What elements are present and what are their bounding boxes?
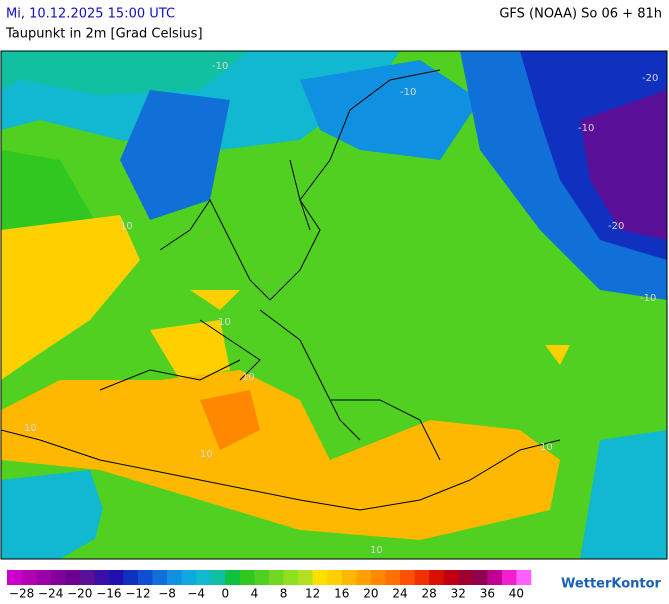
- legend-swatch: [181, 570, 197, 585]
- legend-tick-label: 28: [421, 587, 436, 601]
- legend-tick-label: −8: [158, 587, 176, 601]
- contour-label: 10: [24, 423, 37, 434]
- legend-tick-label: 40: [509, 587, 524, 601]
- legend-swatch: [36, 570, 51, 585]
- legend-tick-label: 36: [480, 587, 495, 601]
- legend-tick-label: 12: [305, 587, 320, 601]
- legend-swatch: [225, 570, 241, 585]
- contour-label: -10: [212, 61, 228, 72]
- legend-swatch: [21, 570, 37, 585]
- legend-tick-label: 24: [392, 587, 407, 601]
- legend-swatch: [327, 570, 343, 585]
- legend-swatch: [472, 570, 488, 585]
- legend-tick-label: 0: [222, 587, 230, 601]
- legend-tick-label: −12: [125, 587, 150, 601]
- legend-swatch: [239, 570, 255, 585]
- contour-label: -20: [608, 221, 624, 232]
- legend-tick-label: 8: [280, 587, 288, 601]
- contour-label: 10: [200, 449, 213, 460]
- legend-swatch: [254, 570, 270, 585]
- legend-tick-label: 16: [334, 587, 349, 601]
- legend-swatch: [312, 570, 328, 585]
- subtitle: Taupunkt in 2m [Grad Celsius]: [5, 27, 203, 42]
- legend-swatch: [429, 570, 444, 585]
- legend-swatch: [138, 570, 153, 585]
- model-info: GFS (NOAA) So 06 + 81h: [499, 7, 662, 22]
- legend-tick-label: 4: [251, 587, 259, 601]
- legend-swatch: [283, 570, 299, 585]
- contour-label: 10: [120, 221, 133, 232]
- timestamp: Mi, 10.12.2025 15:00 UTC: [6, 7, 175, 22]
- legend-swatch: [414, 570, 430, 585]
- legend-swatch: [94, 570, 110, 585]
- legend-swatch: [167, 570, 182, 585]
- legend-swatch: [400, 570, 415, 585]
- legend-tick-label: −16: [96, 587, 121, 601]
- legend-swatch: [7, 570, 22, 585]
- legend-swatch: [341, 570, 357, 585]
- legend-swatch: [385, 570, 401, 585]
- legend-swatch: [516, 570, 532, 585]
- map-frame: [0, 50, 668, 560]
- legend-swatch: [458, 570, 474, 585]
- legend-tick-label: −20: [67, 587, 92, 601]
- legend-swatch: [356, 570, 372, 585]
- contour-label: 10: [540, 442, 553, 453]
- contour-labels: -10 -10 -10 -20 -20 -10 10 10 10 10 10 10 10: [24, 61, 658, 556]
- legend-swatch: [370, 570, 386, 585]
- contour-label: -20: [642, 73, 658, 84]
- contour-label: -10: [400, 87, 416, 98]
- brand-logo: WetterKontor: [561, 577, 662, 592]
- legend-tick-label: −24: [38, 587, 63, 601]
- map: [1, 51, 667, 559]
- legend-swatch: [487, 570, 503, 585]
- contour-label: 10: [370, 545, 383, 556]
- contour-label: -10: [578, 123, 594, 134]
- legend-swatch: [443, 570, 459, 585]
- legend-swatch: [196, 570, 212, 585]
- legend-swatch: [79, 570, 95, 585]
- legend-tick-label: −28: [9, 587, 34, 601]
- legend-swatch: [65, 570, 81, 585]
- color-legend: −28 −24 −20 −16 −12 −8 −4 0 4 8 12 16 20 24 28 32 36 40: [7, 570, 532, 601]
- legend-swatch: [298, 570, 313, 585]
- contour-label: 10: [242, 372, 255, 383]
- contour-label: -10: [640, 293, 656, 304]
- legend-tick-label: 32: [451, 587, 466, 601]
- legend-tick-label: 20: [363, 587, 378, 601]
- legend-swatch: [269, 570, 284, 585]
- contour-label: 10: [218, 317, 231, 328]
- legend-swatch: [152, 570, 168, 585]
- legend-swatch: [108, 570, 124, 585]
- legend-swatch: [50, 570, 66, 585]
- legend-swatch: [210, 570, 226, 585]
- legend-swatch: [123, 570, 139, 585]
- legend-swatch: [501, 570, 517, 585]
- legend-tick-label: −4: [187, 587, 205, 601]
